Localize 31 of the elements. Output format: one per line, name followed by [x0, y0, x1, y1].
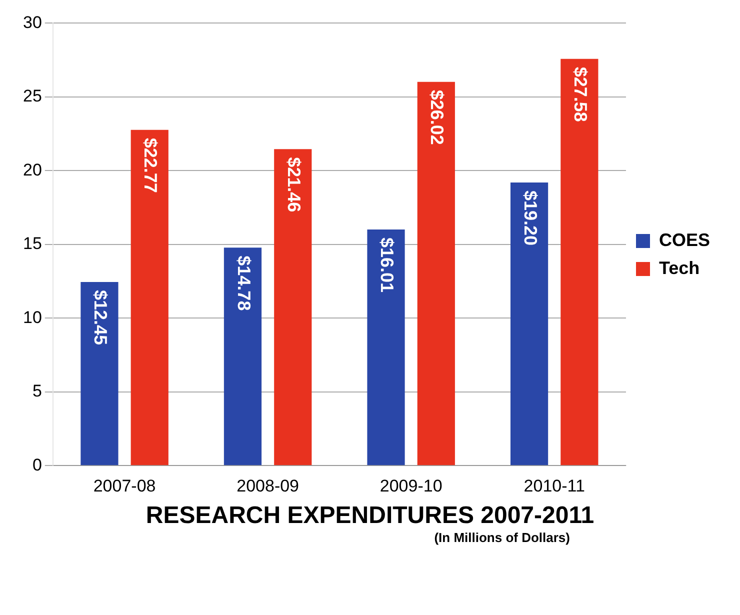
bar — [80, 282, 118, 466]
y-tick-label: 5 — [32, 382, 42, 401]
y-tick-label: 20 — [22, 160, 42, 180]
legend-label: Tech — [658, 258, 700, 278]
x-tick-label: 2009-10 — [380, 476, 442, 496]
x-tick-label: 2007-08 — [93, 476, 156, 496]
bar — [274, 149, 312, 466]
x-tick-label: 2010-11 — [524, 476, 585, 496]
data-label: $27.58 — [570, 66, 590, 122]
x-tick-label: 2008-09 — [236, 476, 300, 496]
legend-label: COES — [658, 230, 710, 250]
bar — [224, 248, 262, 466]
data-label: $12.45 — [90, 290, 111, 346]
data-label: $14.78 — [234, 256, 254, 311]
bar — [367, 230, 405, 466]
text: RESEARCH EXPENDITURES 2007-2011 — [144, 502, 596, 530]
bar — [417, 82, 455, 466]
bar — [130, 130, 168, 466]
bar — [560, 58, 598, 466]
data-label: $22.77 — [140, 138, 161, 193]
y-tick-label: 30 — [22, 12, 42, 32]
text: (In Millions of Dollars) — [433, 530, 571, 545]
y-tick-label: 0 — [32, 455, 42, 474]
data-label: $26.02 — [427, 90, 448, 145]
y-tick-label: 15 — [22, 234, 42, 254]
y-tick-label: 10 — [22, 308, 42, 327]
data-label: $16.01 — [377, 238, 398, 293]
data-label: $21.46 — [284, 157, 304, 212]
y-tick-label: 25 — [22, 86, 42, 106]
data-label: $19.20 — [520, 190, 540, 246]
bar — [510, 182, 548, 466]
